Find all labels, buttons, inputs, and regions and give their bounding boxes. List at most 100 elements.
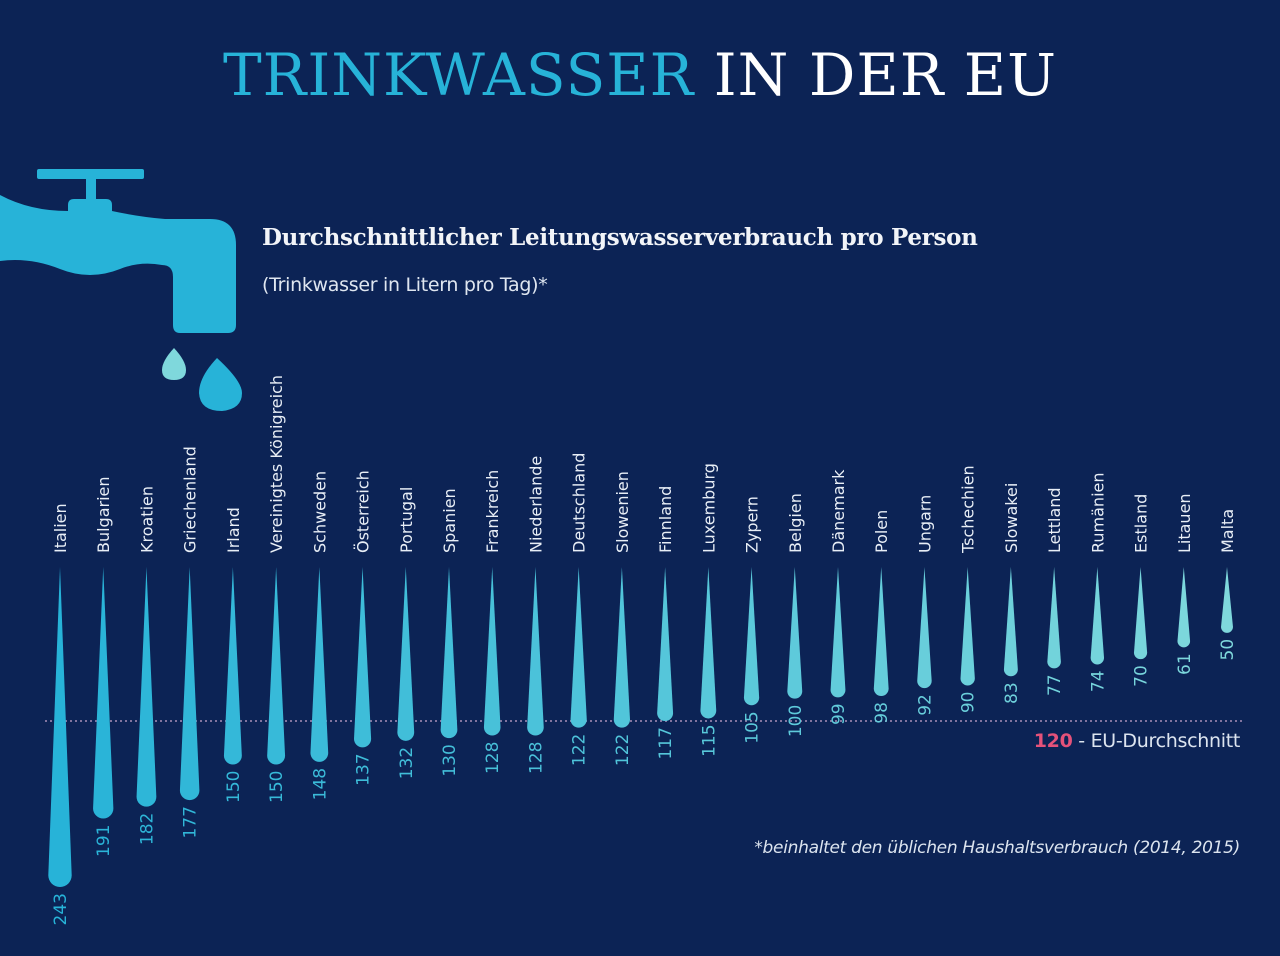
drop-value-label: 243 <box>51 893 71 925</box>
eu-average-value: 120 <box>1033 730 1073 752</box>
drop-value-label: 92 <box>915 694 935 716</box>
country-label: Estland <box>1132 494 1151 553</box>
chart-subtitle: Durchschnittlicher Leitungswasserverbrau… <box>262 224 978 251</box>
drop-value-label: 70 <box>1132 665 1152 687</box>
country-label: Niederlande <box>526 456 545 553</box>
country-label: Rumänien <box>1088 473 1107 554</box>
country-label: Slowenien <box>613 471 632 553</box>
drop-value-label: 150 <box>267 771 287 803</box>
country-label: Kroatien <box>137 486 156 553</box>
drop-value-label: 74 <box>1088 670 1108 692</box>
drop-value-label: 150 <box>224 771 244 803</box>
drop-bar <box>440 567 458 739</box>
title-part-1: TRINKWASSER <box>222 41 695 109</box>
country-label: Österreich <box>354 470 373 553</box>
country-label: Malta <box>1218 509 1237 553</box>
drops-layer: 243 Italien 191 Bulgarien 182 Kroatien 177 Grie… <box>48 375 1238 925</box>
drop-value-label: 117 <box>656 727 676 759</box>
water-tap-icon <box>0 169 242 411</box>
drop-bar-group: 90 Tschechien <box>959 465 979 713</box>
drop-bar <box>1221 567 1233 633</box>
drop-bar-group: 77 Lettland <box>1045 487 1065 696</box>
drop-bar-group: 61 Litauen <box>1175 493 1195 675</box>
title-part-2: IN DER EU <box>713 41 1058 109</box>
drop-value-label: 191 <box>94 825 114 857</box>
drop-bar <box>223 567 242 765</box>
drop-value-label: 177 <box>181 806 201 838</box>
drop-bar-group: 74 Rumänien <box>1088 473 1108 693</box>
drop-bar-group: 132 Portugal <box>397 487 417 780</box>
water-drop-icon <box>199 358 242 411</box>
drop-bar-group: 115 Luxemburg <box>699 463 719 757</box>
drop-value-label: 50 <box>1218 639 1238 661</box>
drop-bar <box>1090 567 1105 665</box>
eu-average-text: - EU-Durchschnitt <box>1072 730 1240 752</box>
water-drop-icon <box>162 348 186 380</box>
drop-bar-group: 243 Italien <box>48 503 72 925</box>
drop-value-label: 90 <box>959 692 979 714</box>
drop-bar-group: 150 Vereinigtes Königreich <box>267 375 287 803</box>
drop-bar-group: 122 Slowenien <box>613 471 633 766</box>
drop-bar <box>397 567 415 741</box>
drop-bar-group: 182 Kroatien <box>136 486 157 845</box>
country-label: Tschechien <box>959 465 978 554</box>
drop-bar-group: 92 Ungarn <box>915 495 935 716</box>
drop-bar-group: 117 Finnland <box>656 486 676 760</box>
tap-handle <box>37 169 144 179</box>
drop-bar <box>1177 567 1191 648</box>
tap-stem <box>86 177 96 203</box>
drop-bar <box>787 567 803 699</box>
country-label: Belgien <box>786 493 805 553</box>
country-label: Griechenland <box>181 446 200 553</box>
drop-value-label: 128 <box>483 742 503 774</box>
country-label: Litauen <box>1175 493 1194 553</box>
drop-value-label: 83 <box>1002 682 1022 704</box>
drop-value-label: 137 <box>354 753 374 785</box>
drop-bar <box>353 567 372 748</box>
drop-bar <box>310 567 329 762</box>
drop-bar <box>613 567 631 728</box>
country-label: Zypern <box>743 496 762 553</box>
drop-bar <box>700 567 717 719</box>
page-title: TRINKWASSER IN DER EU <box>0 40 1280 110</box>
country-label: Polen <box>872 510 891 553</box>
tap-body <box>0 195 236 333</box>
drop-value-label: 128 <box>526 742 546 774</box>
country-label: Italien <box>51 503 70 553</box>
drop-bar-group: 148 Schweden <box>310 471 330 801</box>
drop-bar <box>917 567 932 689</box>
drop-bar-group: 128 Frankreich <box>483 470 503 774</box>
drop-bar-group: 177 Griechenland <box>179 446 201 839</box>
drop-bar <box>743 567 760 706</box>
country-label: Frankreich <box>483 470 502 553</box>
drop-bar-group: 150 Irland <box>224 507 244 803</box>
drop-bar <box>48 567 72 887</box>
country-label: Ungarn <box>915 495 934 553</box>
drop-bar <box>527 567 544 736</box>
country-label: Spanien <box>440 488 459 553</box>
drop-bar <box>267 567 286 765</box>
drop-value-label: 122 <box>570 734 590 766</box>
drop-bar-group: 130 Spanien <box>440 488 460 776</box>
drop-bar <box>136 567 157 807</box>
drop-bar-group: 100 Belgien <box>786 493 806 737</box>
drop-value-label: 148 <box>310 768 330 800</box>
country-label: Portugal <box>397 487 416 553</box>
drop-bar-group: 191 Bulgarien <box>93 476 114 857</box>
country-label: Lettland <box>1045 487 1064 553</box>
drop-bar-group: 105 Zypern <box>743 496 763 744</box>
drop-value-label: 182 <box>137 813 157 845</box>
drop-value-label: 105 <box>743 711 763 743</box>
drop-value-label: 115 <box>699 724 719 756</box>
country-label: Bulgarien <box>94 476 113 553</box>
drop-bar-group: 50 Malta <box>1218 509 1238 661</box>
drop-value-label: 100 <box>786 705 806 737</box>
drop-value-label: 122 <box>613 734 633 766</box>
drop-value-label: 132 <box>397 747 417 779</box>
country-label: Slowakei <box>1002 483 1021 553</box>
drop-bar-group: 83 Slowakei <box>1002 483 1022 704</box>
drop-bar <box>1047 567 1061 669</box>
drop-value-label: 99 <box>829 703 849 725</box>
drop-bar <box>179 567 200 801</box>
drop-bar <box>483 567 501 736</box>
